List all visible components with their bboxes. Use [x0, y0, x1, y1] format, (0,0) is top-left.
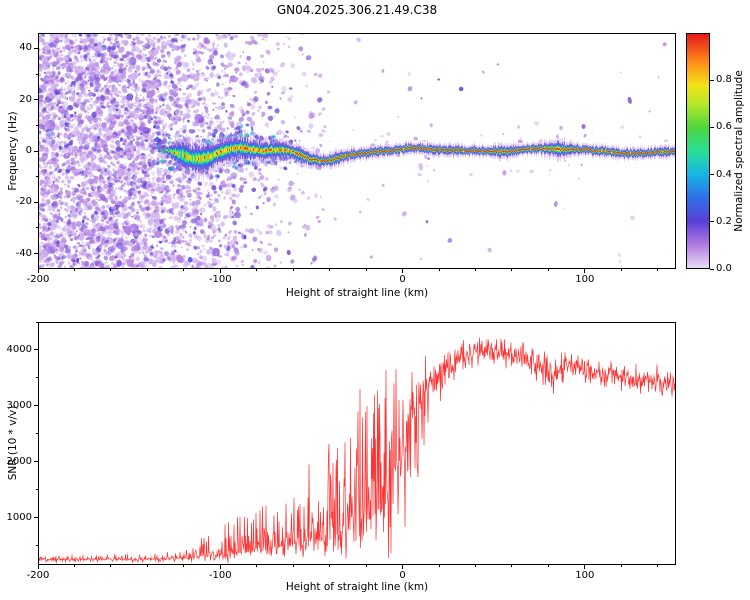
spectrogram-canvas: [38, 33, 676, 269]
x-minor-tick: [146, 269, 148, 271]
x-tick: [584, 269, 586, 273]
x-minor-tick: [365, 565, 367, 567]
y-tick-label: 3000: [6, 399, 32, 411]
x-minor-tick: [256, 269, 258, 271]
x-minor-tick: [547, 565, 549, 567]
y-tick-label: 1000: [6, 511, 32, 523]
colorbar: [686, 33, 710, 269]
figure-title: GN04.2025.306.21.49.C38: [276, 3, 438, 17]
x-tick: [37, 269, 39, 273]
y-tick-label: 4000: [6, 343, 32, 355]
x-minor-tick: [73, 565, 75, 567]
x-tick: [402, 565, 404, 569]
y-minor-tick: [36, 176, 38, 178]
y-tick-label: 2000: [6, 455, 32, 467]
snr-ylabel: SNR (10 * v/v): [7, 405, 19, 481]
x-minor-tick: [73, 269, 75, 271]
colorbar-tick: [710, 268, 714, 270]
y-minor-tick: [36, 544, 38, 546]
y-tick-label: 40: [19, 42, 32, 54]
x-minor-tick: [183, 269, 185, 271]
colorbar-tick-label: 0.6: [716, 121, 732, 133]
x-minor-tick: [292, 565, 294, 567]
y-tick-label: 20: [19, 93, 32, 105]
y-tick: [34, 405, 38, 407]
x-minor-tick: [292, 269, 294, 271]
colorbar-tick-label: 0.8: [716, 74, 732, 86]
x-tick: [219, 565, 221, 569]
y-tick: [34, 349, 38, 351]
x-tick: [219, 269, 221, 273]
x-minor-tick: [620, 565, 622, 567]
y-minor-tick: [36, 321, 38, 323]
x-tick-label: 0: [399, 274, 406, 285]
x-tick-label: -200: [26, 274, 50, 285]
y-minor-tick: [36, 73, 38, 75]
x-minor-tick: [438, 565, 440, 567]
snr-canvas: [38, 322, 676, 565]
x-minor-tick: [620, 269, 622, 271]
x-minor-tick: [110, 565, 112, 567]
y-tick-label: 0: [25, 145, 32, 156]
x-tick: [37, 565, 39, 569]
x-tick: [402, 269, 404, 273]
colorbar-tick: [710, 79, 714, 81]
x-minor-tick: [511, 269, 513, 271]
y-tick-label: -40: [15, 247, 32, 259]
x-tick-label: -100: [208, 274, 232, 285]
x-minor-tick: [146, 565, 148, 567]
x-minor-tick: [474, 269, 476, 271]
x-minor-tick: [547, 269, 549, 271]
y-minor-tick: [36, 227, 38, 229]
x-minor-tick: [365, 269, 367, 271]
x-tick-label: 100: [575, 274, 595, 285]
x-minor-tick: [657, 269, 659, 271]
x-tick-label: -200: [26, 570, 50, 581]
x-minor-tick: [657, 565, 659, 567]
y-tick: [34, 47, 38, 49]
x-minor-tick: [110, 269, 112, 271]
y-minor-tick: [36, 433, 38, 435]
colorbar-tick: [710, 174, 714, 176]
colorbar-label: Normalized spectral amplitude: [733, 70, 745, 232]
colorbar-tick: [710, 221, 714, 223]
colorbar-tick-label: 0.0: [716, 263, 732, 274]
colorbar-gradient: [687, 34, 709, 268]
x-minor-tick: [329, 565, 331, 567]
y-minor-tick: [36, 124, 38, 126]
y-tick: [34, 517, 38, 519]
spectrogram-xlabel: Height of straight line (km): [285, 287, 429, 299]
y-tick: [34, 150, 38, 152]
y-tick: [34, 201, 38, 203]
x-tick-label: -100: [208, 570, 232, 581]
x-minor-tick: [183, 565, 185, 567]
x-tick: [584, 565, 586, 569]
colorbar-tick-label: 0.4: [716, 168, 732, 180]
y-minor-tick: [36, 377, 38, 379]
colorbar-tick-label: 0.2: [716, 215, 732, 227]
y-minor-tick: [36, 489, 38, 491]
x-minor-tick: [511, 565, 513, 567]
colorbar-tick: [710, 126, 714, 128]
x-tick-label: 0: [399, 570, 406, 581]
snr-xlabel: Height of straight line (km): [285, 581, 429, 593]
x-minor-tick: [474, 565, 476, 567]
x-tick-label: 100: [575, 570, 595, 581]
x-minor-tick: [256, 565, 258, 567]
y-tick: [34, 461, 38, 463]
x-minor-tick: [329, 269, 331, 271]
y-tick: [34, 253, 38, 255]
x-minor-tick: [438, 269, 440, 271]
y-tick: [34, 99, 38, 101]
y-tick-label: -20: [15, 196, 32, 208]
